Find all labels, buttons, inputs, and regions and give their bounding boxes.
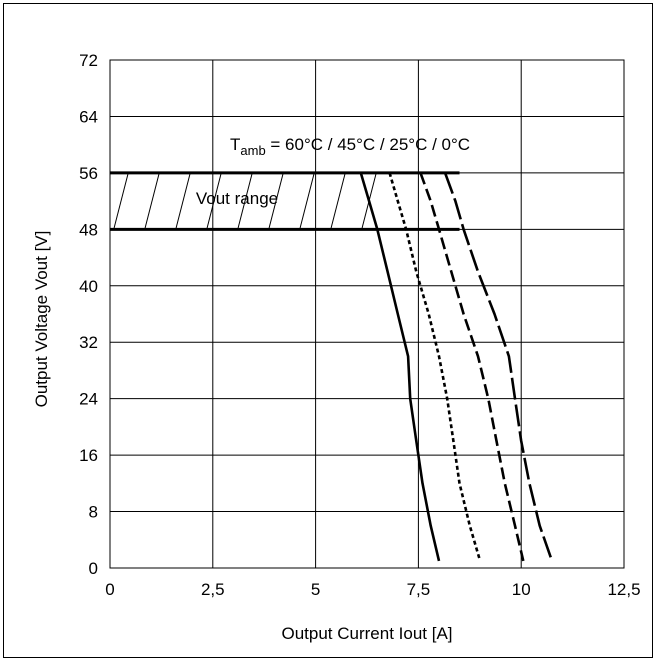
series-line-solid [359,172,441,562]
x-tick-label: 7,5 [407,580,431,599]
temperature-annotation: Tamb = 60°C / 45°C / 25°C / 0°C [230,135,470,158]
series-group [359,172,554,562]
tick-labels: 0 2,5 5 7,5 10 12,5 0 8 16 24 32 40 48 56 64 72 [79,51,640,599]
series-line-longdash [443,172,554,562]
hatch-line [237,173,253,229]
y-tick-label: 16 [79,446,98,465]
temperature-annotation-suffix: = 60°C / 45°C / 25°C / 0°C [266,135,470,154]
vout-range-label: Vout range [196,189,278,208]
hatch-line [175,173,191,229]
x-tick-label: 12,5 [607,580,640,599]
y-tick-label: 24 [79,390,98,409]
temperature-annotation-prefix: T [230,135,240,154]
y-tick-label: 48 [79,220,98,239]
chart-svg: 0 2,5 5 7,5 10 12,5 0 8 16 24 32 40 48 56 64 72 Vout ra… [32,51,641,643]
hatch-line [268,173,284,229]
plot-area-border [109,59,625,569]
x-axis-title: Output Current Iout [A] [281,624,452,643]
hatch-line [144,173,160,229]
chart-frame: 0 2,5 5 7,5 10 12,5 0 8 16 24 32 40 48 56 64 72 Vout ra… [3,3,653,658]
x-tick-label: 5 [311,580,320,599]
y-tick-label: 56 [79,164,98,183]
vout-range-band [110,171,460,231]
x-tick-label: 10 [512,580,531,599]
y-tick-label: 0 [89,559,98,578]
series-line-dotted [388,172,482,562]
y-tick-label: 64 [79,107,98,126]
hatch-line [330,173,346,229]
y-tick-label: 32 [79,333,98,352]
y-tick-label: 8 [89,503,98,522]
y-tick-label: 72 [79,51,98,70]
y-tick-label: 40 [79,277,98,296]
hatch-line [299,173,315,229]
x-tick-label: 2,5 [201,580,225,599]
hatch-line [113,173,129,229]
y-axis-title: Output Voltage Vout [V] [32,231,51,408]
x-tick-label: 0 [105,580,114,599]
series-line-dash [419,172,525,562]
hatch-line [206,173,222,229]
temperature-annotation-subscript: amb [240,143,265,158]
